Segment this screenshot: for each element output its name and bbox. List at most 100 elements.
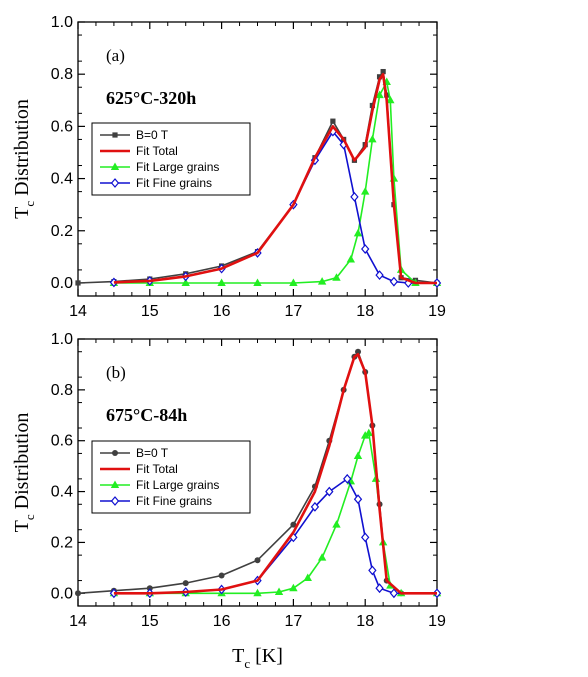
data-point-marker — [303, 573, 312, 582]
data-point-marker — [380, 68, 386, 75]
y-tick-label: 0.8 — [51, 66, 73, 83]
data-point-marker — [361, 187, 370, 195]
y-axis-title: Tc Distribution — [11, 99, 37, 219]
x-tick-label: 15 — [141, 613, 159, 630]
panel-label: (b) — [106, 363, 126, 382]
legend-label: Fit Fine grains — [136, 494, 212, 508]
y-axis-title-main: T — [11, 520, 33, 532]
data-point-marker — [343, 473, 352, 484]
data-point-marker — [274, 587, 284, 596]
data-point-marker — [110, 162, 120, 170]
panel-a: 14 15 16 17 18 19 0.0 0.2 0.4 0.6 0.8 1.0 Tc Distrib… — [11, 14, 446, 320]
y-tick-label: 0.4 — [51, 484, 73, 501]
legend-item: B=0 T — [100, 446, 169, 460]
data-point-marker — [332, 273, 341, 281]
data-point-marker — [375, 583, 384, 594]
series-line — [113, 353, 437, 595]
data-point-marker — [368, 565, 377, 576]
legend-label: B=0 T — [136, 128, 169, 142]
data-point-marker — [290, 521, 297, 528]
x-tick-label: 17 — [285, 613, 303, 630]
data-point-marker — [253, 588, 262, 597]
panel-b: 14 15 16 17 18 19 0.0 0.2 0.4 0.6 0.8 1.0 Tc Distrib… — [11, 331, 446, 671]
series-line — [113, 72, 437, 285]
legend-item: B=0 T — [100, 128, 169, 142]
data-point-marker — [182, 580, 189, 587]
legend-item: Fit Large grains — [100, 478, 219, 492]
legend-label: Fit Large grains — [136, 478, 219, 492]
y-tick-label: 0.0 — [51, 585, 73, 602]
data-point-marker — [346, 254, 356, 263]
data-point-marker — [289, 278, 298, 286]
data-point-marker — [110, 480, 120, 488]
y-tick-label: 1.0 — [51, 331, 73, 348]
legend-label: B=0 T — [136, 446, 169, 460]
data-point-marker — [146, 585, 153, 592]
x-tick-label: 19 — [428, 613, 446, 630]
legend-label: Fit Fine grains — [136, 176, 212, 190]
x-axis-title-subscript: c — [244, 656, 250, 671]
y-tick-label: 0.4 — [51, 171, 73, 188]
x-tick-label: 16 — [213, 613, 231, 630]
data-point-marker — [217, 278, 226, 286]
y-tick-label: 1.0 — [51, 14, 73, 31]
data-point-marker — [350, 191, 359, 202]
legend: B=0 T Fit Total Fit Large grains Fit Fine g… — [91, 122, 251, 196]
x-axis-title-main: T — [232, 645, 244, 667]
series-fit-total — [113, 72, 437, 285]
data-point-marker — [375, 270, 384, 281]
y-axis-title-suffix: Distribution — [11, 99, 33, 201]
data-point-marker — [75, 590, 81, 597]
data-point-marker — [330, 118, 336, 124]
legend-item: Fit Fine grains — [100, 176, 212, 190]
y-axis-title-subscript: c — [22, 201, 37, 207]
data-point-marker — [353, 228, 363, 237]
data-point-marker — [112, 132, 118, 138]
legend: B=0 T Fit Total Fit Large grains Fit Fine g… — [91, 440, 251, 514]
legend-item: Fit Total — [100, 462, 178, 476]
panel-annotation: 675°C-84h — [106, 405, 187, 425]
data-point-marker — [75, 280, 81, 286]
data-point-marker — [361, 532, 370, 543]
data-point-marker — [353, 494, 363, 505]
data-point-marker — [355, 348, 362, 355]
data-point-marker — [110, 178, 120, 188]
legend-item: Fit Large grains — [100, 160, 219, 174]
y-tick-label: 0.2 — [51, 534, 73, 551]
data-point-marker — [361, 431, 370, 439]
data-point-marker — [310, 501, 320, 512]
data-point-marker — [361, 244, 370, 254]
y-tick-label: 0.2 — [51, 223, 73, 240]
data-point-marker — [253, 278, 262, 286]
data-point-marker — [254, 557, 261, 564]
legend-label: Fit Total — [136, 462, 178, 476]
data-point-marker — [368, 134, 377, 143]
legend-label: Fit Large grains — [136, 160, 219, 174]
data-point-marker — [112, 450, 118, 456]
data-point-marker — [325, 486, 334, 497]
data-point-marker — [376, 74, 383, 80]
legend-item: Fit Fine grains — [100, 494, 212, 508]
y-axis-title-main: T — [11, 207, 33, 219]
x-axis-title: Tc [K] — [232, 645, 283, 671]
y-tick-label: 0.0 — [51, 275, 73, 292]
data-point-marker — [110, 496, 120, 506]
y-tick-label: 0.6 — [51, 433, 73, 450]
y-axis-title-subscript: c — [22, 514, 37, 520]
legend-item: Fit Total — [100, 144, 178, 158]
data-point-marker — [317, 553, 327, 561]
data-point-marker — [389, 276, 399, 287]
series-fit-total — [113, 353, 437, 595]
data-point-marker — [389, 588, 399, 599]
data-point-marker — [332, 520, 341, 528]
x-tick-label: 14 — [69, 613, 87, 630]
x-tick-label: 15 — [141, 303, 159, 320]
x-tick-label: 17 — [285, 303, 303, 320]
data-point-marker — [289, 583, 298, 592]
y-tick-label: 0.8 — [51, 382, 73, 399]
data-point-marker — [386, 95, 395, 104]
data-point-marker — [218, 572, 225, 579]
data-point-marker — [181, 278, 190, 286]
y-axis-title: Tc Distribution — [11, 413, 37, 533]
